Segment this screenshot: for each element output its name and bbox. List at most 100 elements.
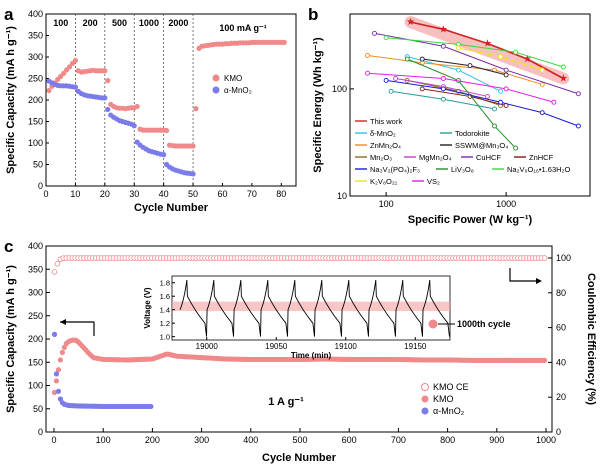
right-axis-arrow-line [509, 268, 538, 282]
ce-point [54, 260, 61, 267]
legend-label-b: K₂V₈O₂₁ [370, 177, 398, 186]
y-tick-label: 100 [28, 138, 43, 148]
inset-y-tick-label: 1.4 [160, 306, 170, 315]
y2-tick-label: 40 [556, 357, 566, 367]
kmo-point [193, 106, 199, 112]
legend-label-b: Mn₂O₃ [370, 153, 392, 162]
x-tick-label: 0 [43, 189, 48, 199]
inset-y-ticks: 1.0 1.2 1.4 1.6 1.8 [160, 279, 175, 342]
inset-x-tick-label: 19050 [265, 342, 288, 351]
data-points-a [46, 39, 287, 177]
x-tick-label: 200 [145, 435, 160, 445]
y-tick-label: 400 [28, 9, 43, 19]
kmo-point [51, 389, 58, 396]
x-tick-label: 20 [100, 189, 110, 199]
series-marker [498, 54, 504, 60]
series-marker [419, 56, 425, 62]
x-tick-label: 60 [217, 189, 227, 199]
kmo-point [66, 64, 73, 70]
series-marker [365, 53, 370, 58]
inset-y-tick-label: 1.8 [160, 279, 170, 288]
x-ticks-c: 0 100 200 300 400 500 600 700 800 900 1000 [51, 428, 556, 445]
y-axis-title-a: Specific Capacity (mA h g⁻¹) [5, 26, 17, 174]
x-tick-label: 800 [440, 435, 455, 445]
y-ticks-a: 0 50 100 150 200 250 300 350 400 [28, 9, 49, 191]
kmo-point [134, 103, 140, 110]
kmo-point [163, 127, 170, 134]
series-marker [383, 77, 389, 83]
series-marker [404, 56, 410, 62]
left-axis-arrow-head [60, 319, 66, 325]
y-axis-title-b: Specific Energy (Wh kg⁻¹) [312, 37, 324, 173]
current-density-label: 1 A g⁻¹ [268, 396, 304, 408]
rate-label: 500 [112, 18, 127, 28]
y-tick-label: 350 [28, 264, 43, 274]
rate-label: 100 mA g⁻¹ [219, 23, 266, 33]
series-marker [551, 99, 557, 105]
inset-x-tick-label: 19000 [196, 342, 219, 351]
panel-letter-a: a [4, 5, 14, 24]
right-axis-arrow-head [536, 278, 542, 284]
legend-a: KMO α-MnO₂ [212, 74, 252, 95]
series-line [367, 72, 555, 103]
y2-tick-label: 100 [556, 253, 571, 263]
x-tick-label: 100 [379, 199, 394, 209]
series-marker: ★ [406, 17, 415, 28]
legend-b: This work δ-MnO₂ Todorokite ZnMn₂O₄ SSWM@Mn₃… [355, 117, 570, 186]
series-marker [383, 35, 389, 41]
rate-label: 2000 [168, 18, 188, 28]
legend-label-b: ZnHCF [529, 153, 554, 162]
plot-frame-a [45, 13, 297, 187]
series-line [407, 58, 516, 149]
inset-y-title: Voltage (V) [143, 287, 152, 329]
mno2-point [190, 171, 196, 177]
x-tick-label: 10 [70, 189, 80, 199]
x-tick-label: 1000 [496, 199, 516, 209]
y-tick-label: 200 [28, 334, 43, 344]
series-marker [388, 88, 394, 94]
legend-label-b: ZnMn₂O₄ [370, 141, 401, 150]
y-tick-label: 300 [28, 52, 43, 62]
x-tick-label: 40 [159, 189, 169, 199]
ce-point [51, 269, 58, 275]
y-ticks-b: 10 100 [332, 84, 354, 201]
kmo-point [281, 39, 287, 45]
series-marker [455, 67, 461, 73]
kmo-point [102, 68, 108, 74]
x-tick-label: 900 [489, 435, 504, 445]
rate-label: 1000 [139, 18, 159, 28]
legend-label-b: VS₂ [427, 177, 440, 186]
y-tick-label: 100 [28, 381, 43, 391]
series-marker [539, 110, 545, 116]
series-line [410, 21, 564, 80]
series-marker [575, 123, 581, 129]
kmo-point [190, 143, 196, 149]
inset-y-tick-label: 1.0 [160, 333, 170, 342]
y-tick-label: 150 [28, 117, 43, 127]
y2-tick-label: 80 [556, 288, 566, 298]
y2-tick-label: 60 [556, 323, 566, 333]
series-lines-b: ★ ★ ★ ★ ★ [365, 17, 581, 151]
y-tick-label: 300 [28, 288, 43, 298]
legend-label-b: Na₃V₂(PO₄)₂F₃ [370, 165, 420, 174]
series-marker [503, 67, 509, 73]
y-tick-label: 200 [28, 95, 43, 105]
inset-x-tick-label: 19100 [335, 342, 358, 351]
legend-marker-kmo-a [212, 74, 220, 82]
data-points-c [51, 255, 548, 410]
y-axis-title-c: Specific Capacity (mA h g⁻¹) [5, 265, 17, 413]
mno2-point [161, 152, 167, 158]
kmo-point [61, 70, 67, 76]
series-marker [440, 76, 446, 81]
legend-marker-kmo-ce [421, 383, 429, 391]
legend-label-b: CuHCF [476, 153, 501, 162]
series-marker: ★ [559, 73, 568, 84]
mno2-point [148, 403, 154, 410]
kmo-point [55, 367, 62, 373]
series-marker [440, 86, 446, 92]
legend-label-b: Na₂V₆O₁₆•1.63H₂O [507, 165, 570, 174]
legend-c: KMO CE KMO α-MnO₂ [421, 382, 469, 416]
series-marker [365, 70, 370, 76]
mno2-point [72, 84, 79, 90]
rate-labels-a: 100 200 500 1000 2000 100 mA g⁻¹ [53, 18, 267, 33]
